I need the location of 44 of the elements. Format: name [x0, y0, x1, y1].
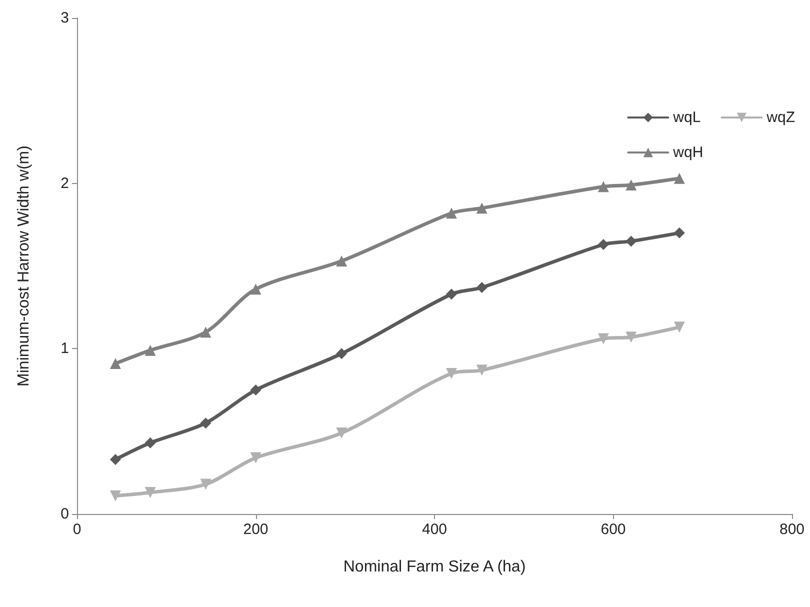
point [626, 236, 637, 247]
point [598, 239, 609, 250]
point [250, 452, 262, 464]
x-tick-label: 400 [422, 521, 448, 538]
point [144, 437, 156, 448]
point [110, 490, 121, 502]
point [110, 454, 121, 465]
point [626, 332, 637, 343]
legend-label: wqH [672, 144, 704, 161]
y-tick-label: 2 [60, 174, 69, 192]
point [446, 288, 457, 300]
point [476, 202, 488, 214]
point [598, 333, 609, 344]
point [144, 344, 156, 356]
point [110, 358, 121, 370]
point [598, 181, 609, 192]
y-tick-label: 0 [60, 506, 69, 522]
point [446, 208, 457, 219]
point [250, 384, 262, 396]
point [476, 364, 488, 376]
point [674, 322, 685, 333]
point [200, 478, 212, 490]
point [144, 487, 156, 498]
point [336, 256, 348, 267]
x-tick-label: 600 [600, 521, 626, 538]
x-axis-title: Nominal Farm Size A (ha) [343, 558, 526, 576]
point [674, 172, 685, 184]
y-axis-title: Minimum-cost Harrow Width w(m) [16, 146, 32, 386]
point [200, 418, 212, 429]
x-tick-label: 800 [779, 521, 805, 538]
point [674, 227, 685, 238]
y-tick-label: 3 [60, 10, 69, 26]
legend-label: wqZ [766, 109, 796, 126]
point [476, 282, 488, 293]
point [626, 179, 637, 190]
x-tick-label: 200 [243, 521, 268, 538]
legend-label: wqL [672, 109, 701, 126]
point [446, 368, 457, 379]
y-tick-label: 1 [60, 340, 69, 358]
point [200, 326, 212, 338]
point [250, 284, 262, 295]
x-tick-label: 0 [72, 521, 82, 538]
point [336, 348, 348, 360]
point [336, 427, 348, 438]
